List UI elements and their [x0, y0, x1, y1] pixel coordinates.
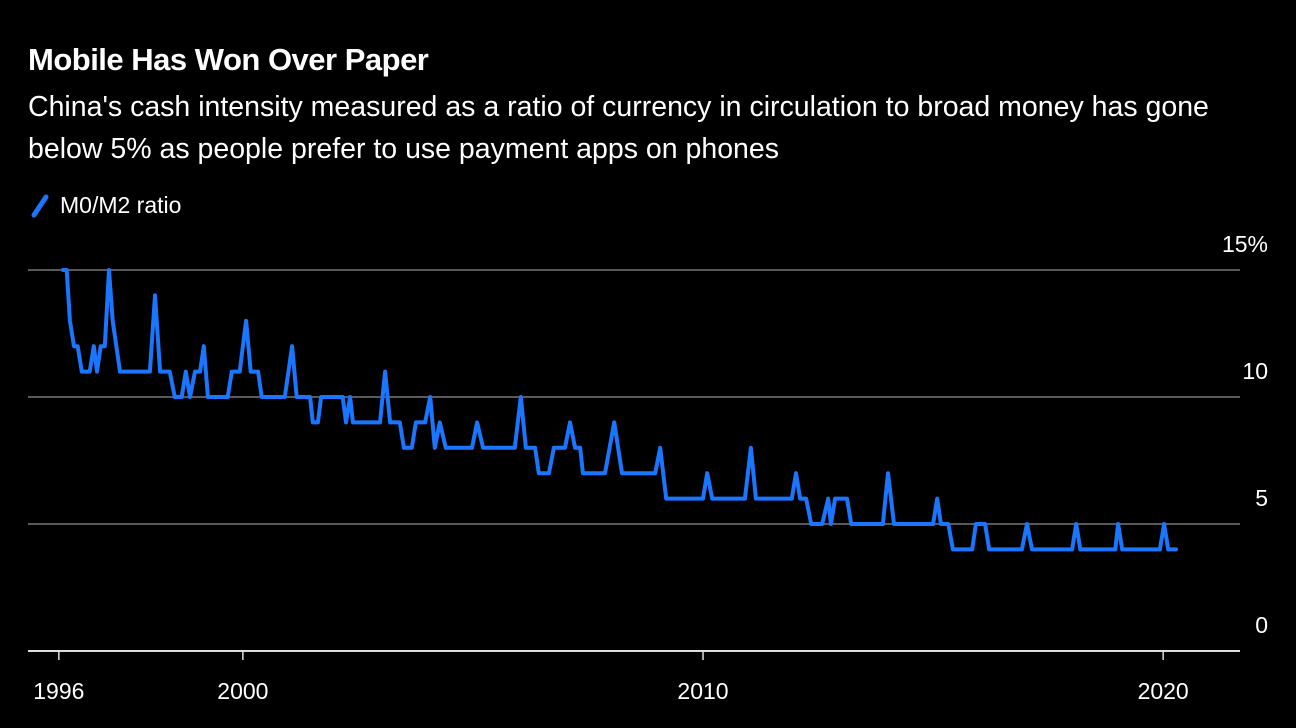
data-line [61, 268, 1178, 552]
y-tick-label: 5 [1255, 485, 1268, 511]
y-tick-label: 0 [1255, 612, 1268, 638]
x-tick-label: 1996 [33, 678, 84, 704]
chart-subtitle: China's cash intensity measured as a rat… [28, 91, 1209, 165]
y-tick-label: 15% [1222, 231, 1268, 257]
x-tick-label: 2010 [677, 678, 728, 704]
x-tick-label: 2000 [217, 678, 268, 704]
legend-label: M0/M2 ratio [60, 192, 182, 218]
legend-swatch [31, 194, 49, 217]
x-tick-label: 2020 [1138, 678, 1189, 704]
legend: M0/M2 ratio [30, 192, 181, 219]
y-tick-label: 10 [1242, 358, 1268, 384]
chart-title: Mobile Has Won Over Paper [28, 42, 429, 77]
